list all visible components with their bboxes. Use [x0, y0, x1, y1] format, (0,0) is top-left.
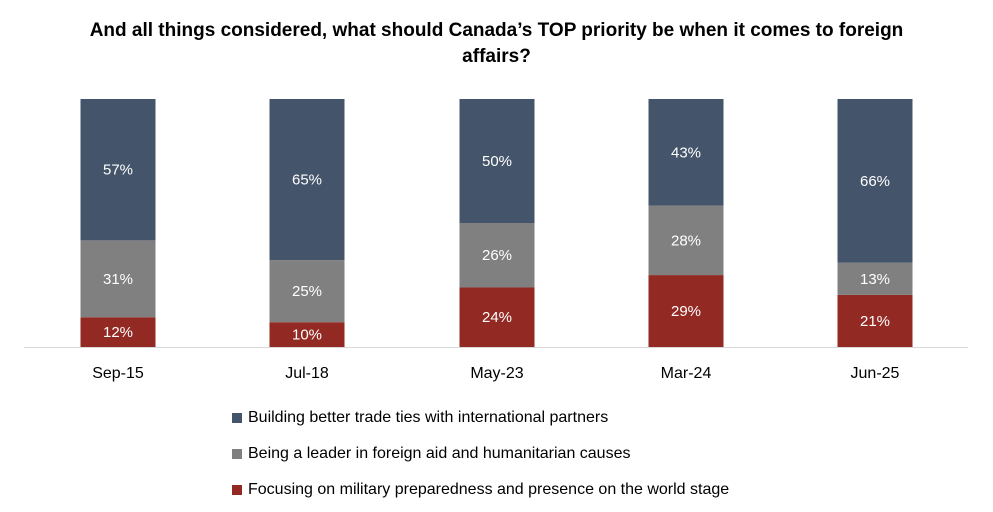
legend-swatch-military	[232, 485, 242, 495]
bar-segment-aid-mar-24	[648, 205, 724, 276]
data-label-trade-may-23: 50%	[482, 153, 512, 170]
legend-swatch-aid	[232, 449, 242, 459]
x-tick-label: Jul-18	[285, 365, 329, 382]
data-label-aid-jul-18: 25%	[292, 283, 322, 300]
data-label-military-jul-18: 10%	[292, 327, 322, 344]
legend-item-aid: Being a leader in foreign aid and humani…	[232, 436, 852, 472]
data-label-trade-sep-15: 57%	[103, 162, 133, 179]
bar-segment-military-jul-18	[269, 322, 345, 347]
data-label-military-sep-15: 12%	[103, 324, 133, 341]
bar-segment-aid-jul-18	[269, 260, 345, 323]
bar-segment-aid-jun-25	[837, 262, 913, 295]
bar-segment-trade-jun-25	[837, 99, 913, 263]
data-label-military-mar-24: 29%	[671, 303, 701, 320]
bar-segment-trade-jul-18	[269, 99, 345, 261]
stacked-bar-chart: 12% 31% 57% 10% 25% 65% 24% 26% 50% 29% 28% 43% 21% 1…	[24, 99, 968, 382]
data-label-aid-sep-15: 31%	[103, 271, 133, 288]
data-label-aid-jun-25: 13%	[860, 271, 890, 288]
x-tick-label: Sep-15	[92, 365, 144, 382]
bar-segment-trade-sep-15	[80, 99, 156, 241]
bar-segment-military-mar-24	[648, 275, 724, 347]
legend-label-trade: Building better trade ties with internat…	[248, 409, 609, 426]
legend: Building better trade ties with internat…	[232, 400, 852, 508]
x-tick-label: Mar-24	[661, 365, 712, 382]
legend-label-aid: Being a leader in foreign aid and humani…	[248, 445, 631, 462]
legend-swatch-trade	[232, 413, 242, 423]
legend-label-military: Focusing on military preparedness and pr…	[248, 481, 730, 498]
bar-segment-military-jun-25	[837, 294, 913, 347]
x-axis-labels: Sep-15 Jul-18 May-23 Mar-24 Jun-25	[92, 365, 899, 382]
data-label-aid-mar-24: 28%	[671, 232, 701, 249]
bar-segment-aid-may-23	[459, 223, 535, 288]
data-label-military-may-23: 24%	[482, 309, 512, 326]
bar-segment-trade-may-23	[459, 99, 535, 223]
legend-item-trade: Building better trade ties with internat…	[232, 400, 852, 436]
data-label-trade-mar-24: 43%	[671, 144, 701, 161]
x-tick-label: Jun-25	[851, 365, 900, 382]
bar-segment-trade-mar-24	[648, 99, 724, 206]
data-label-trade-jul-18: 65%	[292, 172, 322, 189]
data-label-military-jun-25: 21%	[860, 313, 890, 330]
bars-layer: 12% 31% 57% 10% 25% 65% 24% 26% 50% 29% 28% 43% 21% 1…	[80, 99, 913, 347]
chart-title: And all things considered, what should C…	[89, 20, 904, 67]
legend-item-military: Focusing on military preparedness and pr…	[232, 472, 852, 508]
bar-segment-military-sep-15	[80, 317, 156, 347]
bar-segment-aid-sep-15	[80, 240, 156, 318]
data-label-trade-jun-25: 66%	[860, 173, 890, 190]
x-tick-label: May-23	[470, 365, 523, 382]
bar-segment-military-may-23	[459, 287, 535, 347]
data-label-aid-may-23: 26%	[482, 247, 512, 264]
